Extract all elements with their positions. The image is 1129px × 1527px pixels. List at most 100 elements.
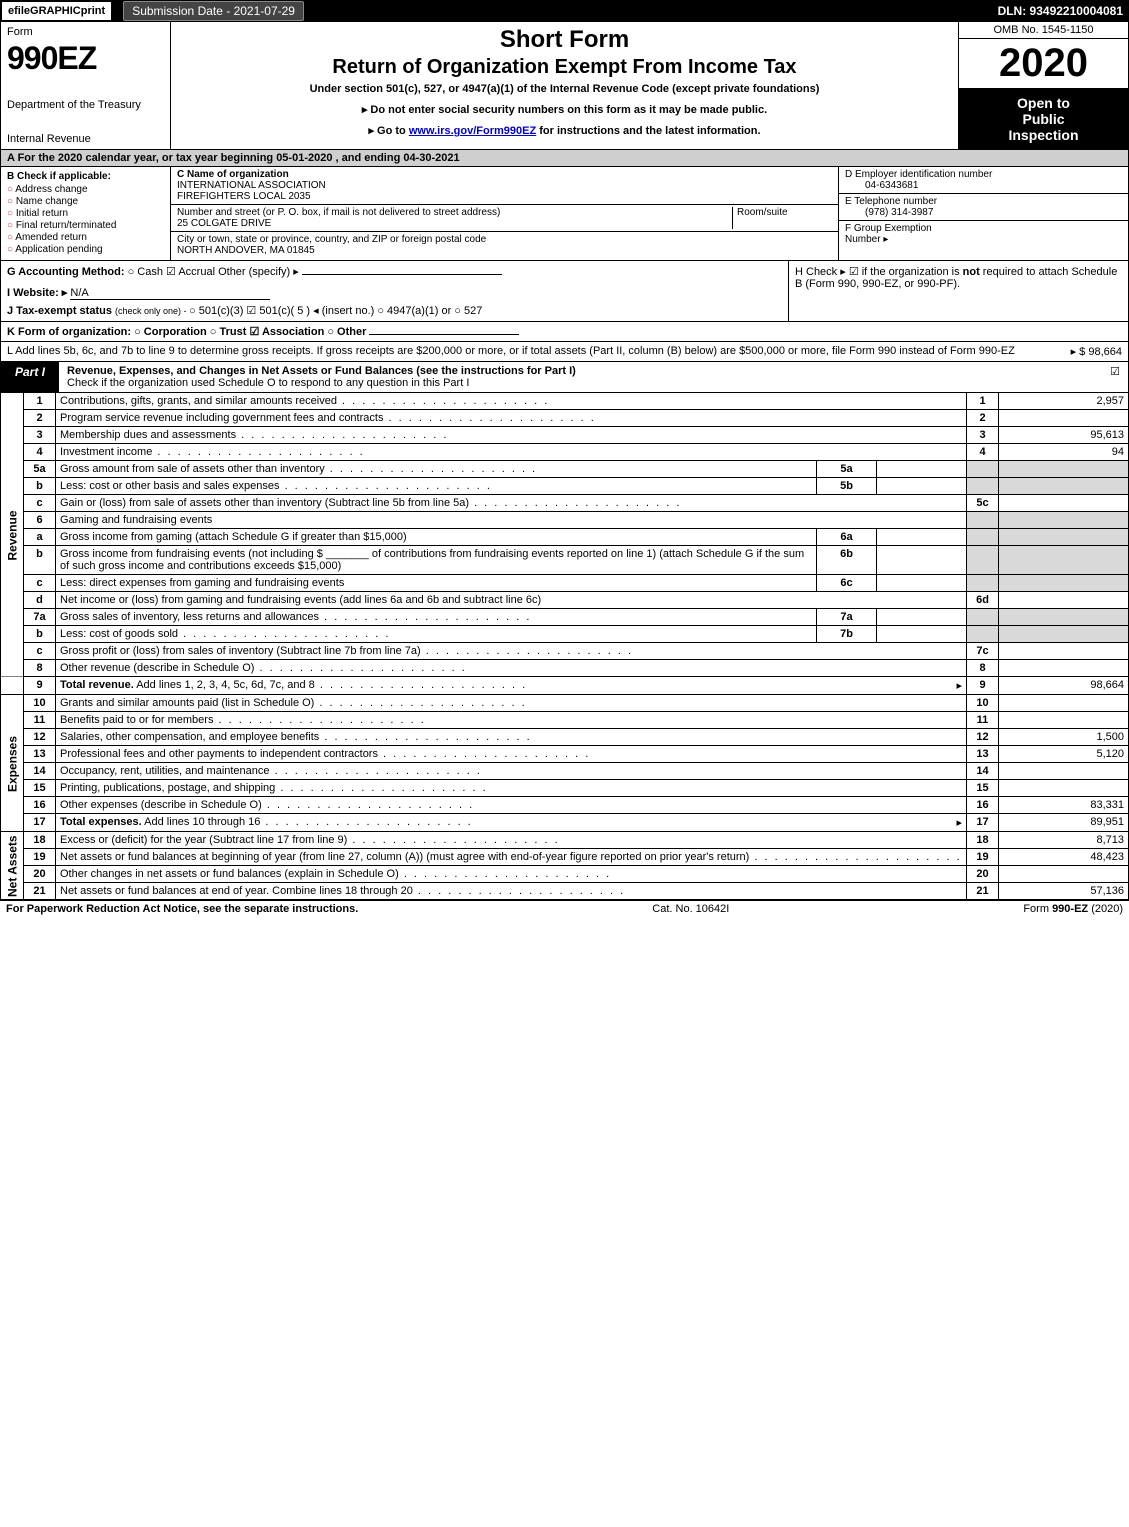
l5b-val bbox=[877, 478, 967, 495]
l2-amt bbox=[999, 410, 1129, 427]
top-bar: efile GRAPHIC print Submission Date - 20… bbox=[0, 0, 1129, 22]
l20-amt bbox=[999, 866, 1129, 883]
street-block: Number and street (or P. O. box, if mail… bbox=[171, 205, 838, 232]
l5a-ln bbox=[967, 461, 999, 478]
g-other-field[interactable] bbox=[302, 274, 502, 275]
chk-address-change[interactable]: Address change bbox=[7, 184, 164, 195]
open-line3: Inspection bbox=[963, 127, 1124, 143]
l17-arrow: ▸ bbox=[956, 816, 962, 829]
l3-amt: 95,613 bbox=[999, 427, 1129, 444]
l12-num: 12 bbox=[24, 729, 56, 746]
l8-ln: 8 bbox=[967, 660, 999, 677]
efile-box: efile GRAPHIC print bbox=[0, 0, 113, 22]
l1-amt: 2,957 bbox=[999, 393, 1129, 410]
l6c-desc: Less: direct expenses from gaming and fu… bbox=[56, 575, 817, 592]
l6d-amt bbox=[999, 592, 1129, 609]
goto-post: for instructions and the latest informat… bbox=[539, 125, 760, 137]
l6a-num: a bbox=[24, 529, 56, 546]
l10-desc: Grants and similar amounts paid (list in… bbox=[60, 697, 527, 709]
l4-ln: 4 bbox=[967, 444, 999, 461]
l6b-num: b bbox=[24, 546, 56, 575]
l11-num: 11 bbox=[24, 712, 56, 729]
l11-desc: Benefits paid to or for members bbox=[60, 714, 426, 726]
form-label: Form bbox=[7, 26, 164, 38]
part-i-checkbox[interactable]: ☑ bbox=[1102, 362, 1128, 392]
ein-label: D Employer identification number bbox=[845, 169, 992, 180]
city-value: NORTH ANDOVER, MA 01845 bbox=[177, 245, 315, 256]
l9-num: 9 bbox=[24, 677, 56, 695]
l9-bold: Total revenue. bbox=[60, 679, 134, 691]
l6b-ln bbox=[967, 546, 999, 575]
l6c-num: c bbox=[24, 575, 56, 592]
l6b-desc: Gross income from fundraising events (no… bbox=[56, 546, 817, 575]
l14-desc: Occupancy, rent, utilities, and maintena… bbox=[60, 765, 482, 777]
chk-initial-return[interactable]: Initial return bbox=[7, 208, 164, 219]
l11-amt bbox=[999, 712, 1129, 729]
l18-amt: 8,713 bbox=[999, 832, 1129, 849]
submission-date-button[interactable]: Submission Date - 2021-07-29 bbox=[123, 1, 304, 21]
part-i-title: Revenue, Expenses, and Changes in Net As… bbox=[59, 362, 1102, 392]
col-b-header: B Check if applicable: bbox=[7, 171, 164, 182]
l10-num: 10 bbox=[24, 695, 56, 712]
l13-amt: 5,120 bbox=[999, 746, 1129, 763]
l7b-amt bbox=[999, 626, 1129, 643]
l5b-box: 5b bbox=[817, 478, 877, 495]
l15-desc: Printing, publications, postage, and shi… bbox=[60, 782, 488, 794]
l17-bold: Total expenses. bbox=[60, 816, 142, 828]
l4-desc: Investment income bbox=[60, 446, 365, 458]
l2-ln: 2 bbox=[967, 410, 999, 427]
l-text: L Add lines 5b, 6c, and 7b to line 9 to … bbox=[7, 345, 1051, 358]
l7c-num: c bbox=[24, 643, 56, 660]
l5c-ln: 5c bbox=[967, 495, 999, 512]
accounting-method: G Accounting Method: ○ Cash ☑ Accrual Ot… bbox=[7, 265, 782, 278]
omb-number: OMB No. 1545-1150 bbox=[959, 22, 1128, 39]
l6d-desc: Net income or (loss) from gaming and fun… bbox=[56, 592, 967, 609]
l5a-num: 5a bbox=[24, 461, 56, 478]
l12-ln: 12 bbox=[967, 729, 999, 746]
efile-print[interactable]: print bbox=[81, 5, 105, 17]
form-number: 990EZ bbox=[7, 40, 164, 77]
l8-amt bbox=[999, 660, 1129, 677]
l1-ln: 1 bbox=[967, 393, 999, 410]
k-other-field[interactable] bbox=[369, 334, 519, 335]
l15-ln: 15 bbox=[967, 780, 999, 797]
row-gh: G Accounting Method: ○ Cash ☑ Accrual Ot… bbox=[0, 261, 1129, 322]
l18-ln: 18 bbox=[967, 832, 999, 849]
l16-amt: 83,331 bbox=[999, 797, 1129, 814]
l5c-amt bbox=[999, 495, 1129, 512]
row-k: K Form of organization: ○ Corporation ○ … bbox=[0, 322, 1129, 342]
l9-desc: Add lines 1, 2, 3, 4, 5c, 6d, 7c, and 8 bbox=[136, 679, 527, 691]
l7c-desc: Gross profit or (loss) from sales of inv… bbox=[60, 645, 633, 657]
irs-link[interactable]: www.irs.gov/Form990EZ bbox=[409, 125, 536, 137]
l3-num: 3 bbox=[24, 427, 56, 444]
l6d-num: d bbox=[24, 592, 56, 609]
row-l: L Add lines 5b, 6c, and 7b to line 9 to … bbox=[0, 342, 1129, 362]
part-i-title-text: Revenue, Expenses, and Changes in Net As… bbox=[67, 365, 576, 377]
ein-value: 04-6343681 bbox=[845, 180, 918, 191]
street-label: Number and street (or P. O. box, if mail… bbox=[177, 207, 500, 218]
l5a-desc: Gross amount from sale of assets other t… bbox=[60, 463, 537, 475]
l12-desc: Salaries, other compensation, and employ… bbox=[60, 731, 532, 743]
chk-name-change[interactable]: Name change bbox=[7, 196, 164, 207]
room-suite: Room/suite bbox=[732, 207, 832, 229]
efile-graphic: GRAPHIC bbox=[30, 5, 81, 17]
l7a-desc: Gross sales of inventory, less returns a… bbox=[60, 611, 531, 623]
chk-amended-return[interactable]: Amended return bbox=[7, 232, 164, 243]
form-header: Form 990EZ Department of the Treasury In… bbox=[0, 22, 1129, 150]
chk-application-pending[interactable]: Application pending bbox=[7, 244, 164, 255]
l21-desc: Net assets or fund balances at end of ye… bbox=[60, 885, 625, 897]
g-options: ○ Cash ☑ Accrual Other (specify) ▸ bbox=[128, 266, 299, 278]
h-label: H Check ▸ ☑ if the organization is bbox=[795, 266, 963, 278]
open-line1: Open to bbox=[963, 95, 1124, 111]
l6-ln bbox=[967, 512, 999, 529]
dln-label: DLN: 93492210004081 bbox=[992, 0, 1129, 22]
l17-amt: 89,951 bbox=[999, 814, 1129, 832]
goto-note: ▸ Go to www.irs.gov/Form990EZ for instru… bbox=[179, 124, 950, 137]
website-value: N/A bbox=[70, 287, 270, 300]
l7b-num: b bbox=[24, 626, 56, 643]
chk-final-return[interactable]: Final return/terminated bbox=[7, 220, 164, 231]
l14-amt bbox=[999, 763, 1129, 780]
l7c-amt bbox=[999, 643, 1129, 660]
col-b-checkboxes: B Check if applicable: Address change Na… bbox=[1, 167, 171, 260]
side-expenses: Expenses bbox=[1, 695, 24, 832]
